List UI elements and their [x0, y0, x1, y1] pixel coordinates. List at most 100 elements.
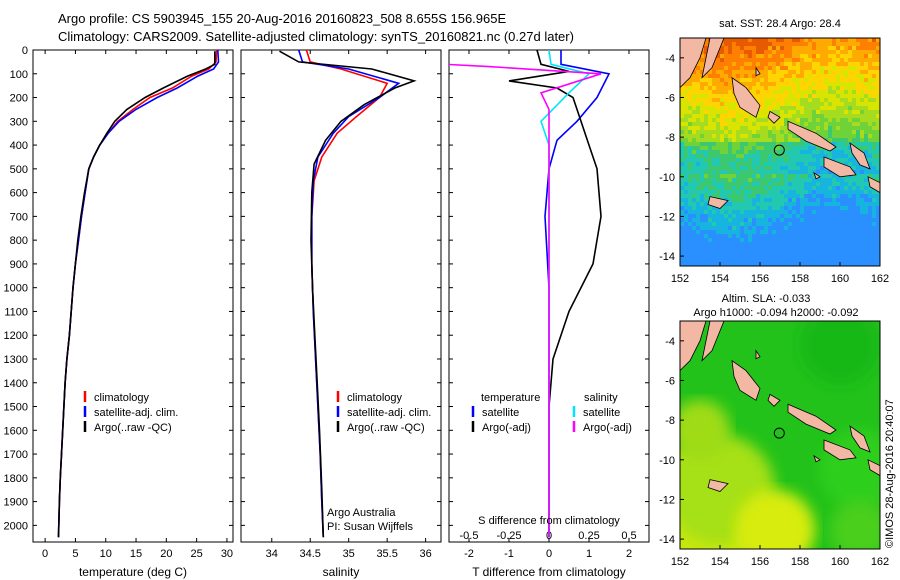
difference-legend-salinity-title: salinity: [584, 392, 618, 404]
depth-tick-label: 300: [10, 116, 28, 128]
map-xtick-label: 160: [831, 273, 849, 285]
argo-location-marker: [773, 144, 785, 156]
difference-temperature-legend-label: satellite: [482, 407, 519, 419]
depth-tick-label: 1100: [4, 306, 28, 318]
s-diff-tick-label: -0.25: [496, 530, 521, 542]
sla-map-frame: [679, 320, 881, 550]
depth-tick-label: 1900: [4, 497, 28, 509]
map-xtick-label: 154: [711, 556, 729, 568]
difference-temperature-legend-label: Argo(-adj): [482, 422, 531, 434]
t-xtick-label: 25: [191, 548, 203, 560]
depth-tick-label: 1700: [4, 449, 28, 461]
island: [707, 479, 729, 492]
island: [823, 156, 857, 178]
island: [813, 454, 821, 463]
map-xtick-label: 158: [791, 273, 809, 285]
depth-tick-label: 800: [10, 235, 28, 247]
sla-field-blob: [800, 321, 880, 385]
imos-watermark: ©IMOS 28-Aug-2016 20:40:07: [884, 399, 896, 548]
map-xtick-label: 152: [671, 556, 689, 568]
depth-tick-label: 900: [10, 259, 28, 271]
temperature-xlabel: temperature (deg C): [79, 565, 187, 579]
salinity-panel: 34 34.5 35 35.5 36 salinity climatology satel…: [240, 49, 442, 579]
temperature-plot-frame: [32, 49, 234, 543]
sst-map-title: sat. SST: 28.4 Argo: 28.4: [719, 18, 841, 30]
island: [680, 38, 707, 89]
sla-map-subtitle: Argo h1000: -0.094 h2000: -0.092: [693, 307, 858, 319]
map-xtick-label: 156: [751, 556, 769, 568]
d-xtick-label: -1: [504, 548, 514, 560]
island: [755, 349, 761, 360]
map-xtick-label: 162: [871, 273, 889, 285]
d-xtick-label: 0: [546, 548, 552, 560]
island: [787, 403, 837, 435]
map-ytick-label: -10: [659, 172, 675, 184]
s-diff-tick-label: 0.25: [578, 530, 599, 542]
map-ytick-label: -4: [665, 336, 675, 348]
salinity-annotation-line2: PI: Susan Wijffels: [327, 521, 413, 533]
island: [701, 321, 725, 362]
s-xtick-label: 35: [343, 548, 355, 560]
island: [755, 66, 761, 77]
header-line1: Argo profile: CS 5903945_155 20-Aug-2016…: [58, 11, 506, 26]
depth-tick-label: 700: [10, 211, 28, 223]
s-diff-tick-label: -0.5: [460, 530, 479, 542]
temperature-legend-label: satellite-adj. clim.: [94, 407, 178, 419]
t-xtick-label: 10: [100, 548, 112, 560]
island: [813, 171, 821, 180]
island: [767, 393, 781, 407]
sst-map-panel: sat. SST: 28.4 Argo: 28.4 152 154 156 158 16…: [659, 18, 889, 285]
depth-tick-label: 1200: [4, 330, 28, 342]
d-series-argo-adj-: [449, 63, 602, 538]
sla-map-panel: Altim. SLA: -0.033 Argo h1000: -0.094 h2…: [659, 293, 889, 568]
s-xtick-label: 35.5: [376, 548, 397, 560]
s-xtick-label: 34.5: [300, 548, 321, 560]
depth-tick-label: 400: [10, 140, 28, 152]
header-line2: Climatology: CARS2009. Satellite-adjuste…: [58, 29, 574, 44]
map-xtick-label: 162: [871, 556, 889, 568]
map-ytick-label: -8: [665, 132, 675, 144]
map-ytick-label: -6: [665, 375, 675, 387]
t-xtick-label: 5: [72, 548, 78, 560]
s-xtick-label: 36: [419, 548, 431, 560]
map-ytick-label: -10: [659, 455, 675, 467]
salinity-plot-frame: [240, 49, 442, 543]
map-ytick-label: -14: [659, 534, 675, 546]
island: [787, 120, 837, 152]
map-ytick-label: -6: [665, 92, 675, 104]
map-xtick-label: 158: [791, 556, 809, 568]
t-xtick-label: 0: [42, 548, 48, 560]
s-diff-tick-label: 0.5: [621, 530, 636, 542]
t-xtick-label: 15: [130, 548, 142, 560]
map-xtick-label: 154: [711, 273, 729, 285]
d-xtick-label: 1: [586, 548, 592, 560]
salinity-legend-label: satellite-adj. clim.: [347, 407, 431, 419]
difference-panel: -2 -1 0 1 2-0.5 -0.25 0 0.25 0.5 S difference fr…: [448, 49, 650, 579]
map-ytick-label: -12: [659, 211, 675, 223]
depth-tick-label: 1400: [4, 378, 28, 390]
temperature-panel: 0100200300400500600700800900100011001200…: [4, 45, 234, 579]
sst-map-field: [680, 38, 880, 266]
island: [867, 176, 880, 194]
depth-tick-label: 1500: [4, 402, 28, 414]
depth-tick-label: 1300: [4, 354, 28, 366]
sla-field-blob: [680, 400, 730, 460]
t-xtick-label: 20: [160, 548, 172, 560]
island: [701, 38, 725, 79]
island: [731, 76, 761, 118]
depth-tick-label: 1800: [4, 473, 28, 485]
salinity-xlabel: salinity: [323, 565, 360, 579]
salinity-legend-label: Argo(..raw -QC): [347, 422, 425, 434]
island: [767, 110, 781, 124]
island: [680, 321, 707, 372]
island: [823, 439, 857, 461]
map-xtick-label: 152: [671, 273, 689, 285]
sla-field-blob: [735, 490, 815, 549]
salinity-legend-label: climatology: [347, 392, 403, 404]
d-series-argo-adj-: [508, 50, 602, 538]
difference-salinity-legend-label: satellite: [583, 407, 620, 419]
temperature-legend-label: climatology: [94, 392, 150, 404]
t-xtick-label: 30: [221, 548, 233, 560]
island: [731, 359, 761, 401]
